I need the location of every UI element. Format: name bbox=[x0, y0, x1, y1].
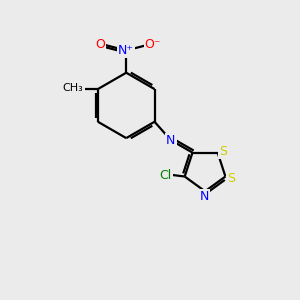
Text: Cl: Cl bbox=[160, 169, 172, 182]
Text: N: N bbox=[200, 190, 209, 203]
Text: CH₃: CH₃ bbox=[63, 83, 84, 94]
Text: N⁺: N⁺ bbox=[118, 44, 134, 57]
Text: N: N bbox=[166, 134, 176, 147]
Text: O⁻: O⁻ bbox=[145, 38, 161, 51]
Text: O: O bbox=[95, 38, 105, 51]
Text: S: S bbox=[227, 172, 235, 184]
Text: S: S bbox=[219, 145, 227, 158]
